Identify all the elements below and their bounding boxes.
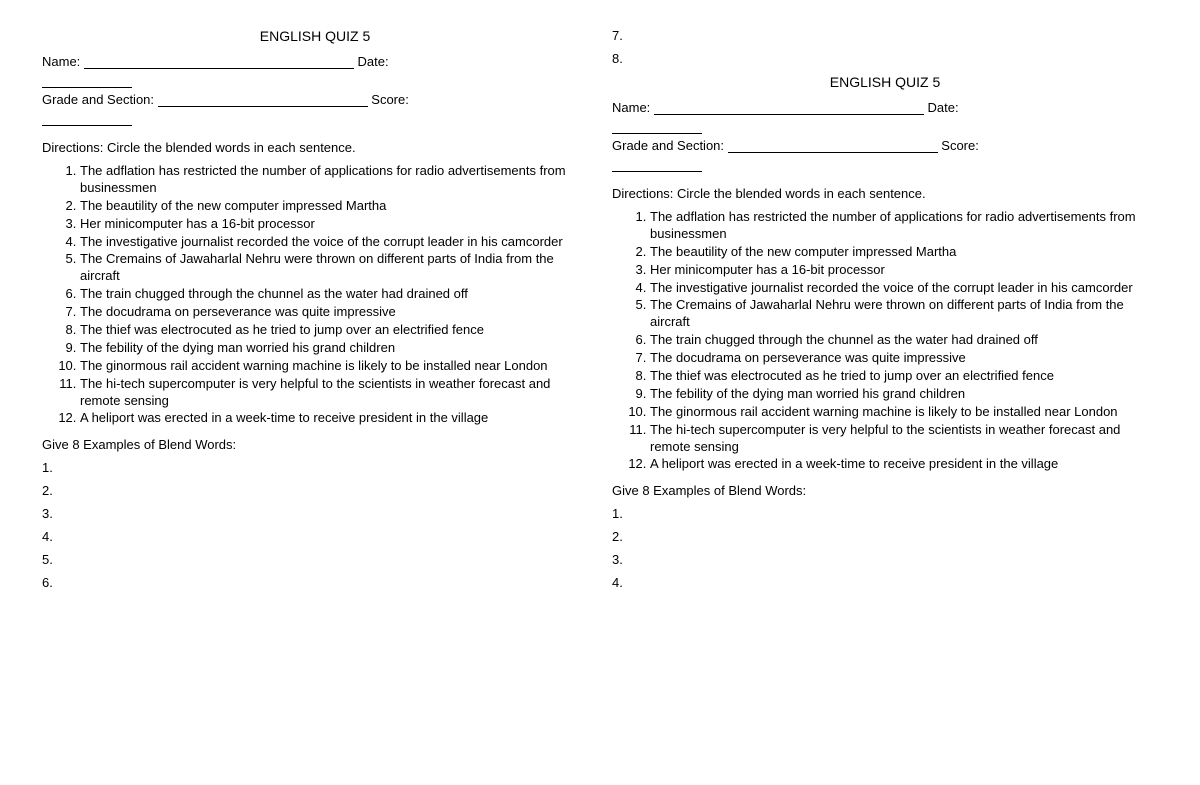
sentence-item: The ginormous rail accident warning mach… bbox=[650, 404, 1158, 421]
sentence-item: Her minicomputer has a 16-bit processor bbox=[650, 262, 1158, 279]
sentence-item: The febility of the dying man worried hi… bbox=[650, 386, 1158, 403]
grade-label: Grade and Section: bbox=[42, 92, 154, 107]
sentence-item: The docudrama on perseverance was quite … bbox=[650, 350, 1158, 367]
examples-heading: Give 8 Examples of Blend Words: bbox=[612, 483, 1158, 498]
sentence-item: The hi-tech supercomputer is very helpfu… bbox=[650, 422, 1158, 456]
name-label: Name: bbox=[612, 100, 650, 115]
grade-label: Grade and Section: bbox=[612, 138, 724, 153]
date-label: Date: bbox=[928, 100, 959, 115]
date-blank[interactable] bbox=[42, 87, 132, 88]
sentence-item: The beautility of the new computer impre… bbox=[650, 244, 1158, 261]
name-blank[interactable] bbox=[84, 68, 354, 69]
sentence-item: The docudrama on perseverance was quite … bbox=[80, 304, 588, 321]
example-blank[interactable]: 4. bbox=[612, 575, 1158, 590]
examples-heading: Give 8 Examples of Blend Words: bbox=[42, 437, 588, 452]
left-column: ENGLISH QUIZ 5 Name: Date: Grade and Sec… bbox=[30, 28, 600, 757]
directions-text: Directions: Circle the blended words in … bbox=[612, 186, 1158, 201]
sentence-item: The train chugged through the chunnel as… bbox=[80, 286, 588, 303]
sentence-list: The adflation has restricted the number … bbox=[650, 209, 1158, 473]
sentence-item: The adflation has restricted the number … bbox=[80, 163, 588, 197]
grade-blank[interactable] bbox=[158, 106, 368, 107]
score-blank[interactable] bbox=[612, 171, 702, 172]
name-line: Name: Date: bbox=[612, 100, 1158, 115]
score-blank-line bbox=[42, 111, 588, 126]
name-line: Name: Date: bbox=[42, 54, 588, 69]
example-continuation[interactable]: 8. bbox=[612, 51, 1158, 66]
sentence-item: The ginormous rail accident warning mach… bbox=[80, 358, 588, 375]
sentence-item: A heliport was erected in a week-time to… bbox=[650, 456, 1158, 473]
sentence-item: The investigative journalist recorded th… bbox=[80, 234, 588, 251]
score-blank[interactable] bbox=[42, 125, 132, 126]
sentence-list: The adflation has restricted the number … bbox=[80, 163, 588, 427]
example-blank[interactable]: 2. bbox=[612, 529, 1158, 544]
sentence-item: The train chugged through the chunnel as… bbox=[650, 332, 1158, 349]
directions-text: Directions: Circle the blended words in … bbox=[42, 140, 588, 155]
sentence-item: The hi-tech supercomputer is very helpfu… bbox=[80, 376, 588, 410]
date-blank-line bbox=[42, 73, 588, 88]
grade-line: Grade and Section: Score: bbox=[42, 92, 588, 107]
quiz-title: ENGLISH QUIZ 5 bbox=[42, 28, 588, 44]
sentence-item: The Cremains of Jawaharlal Nehru were th… bbox=[650, 297, 1158, 331]
date-label: Date: bbox=[358, 54, 389, 69]
sentence-item: The investigative journalist recorded th… bbox=[650, 280, 1158, 297]
sentence-item: The thief was electrocuted as he tried t… bbox=[650, 368, 1158, 385]
example-blank[interactable]: 3. bbox=[42, 506, 588, 521]
date-blank-line bbox=[612, 119, 1158, 134]
example-continuation[interactable]: 7. bbox=[612, 28, 1158, 43]
sentence-item: The beautility of the new computer impre… bbox=[80, 198, 588, 215]
example-blank[interactable]: 1. bbox=[42, 460, 588, 475]
sentence-item: The thief was electrocuted as he tried t… bbox=[80, 322, 588, 339]
grade-line: Grade and Section: Score: bbox=[612, 138, 1158, 153]
sentence-item: The adflation has restricted the number … bbox=[650, 209, 1158, 243]
example-blank[interactable]: 4. bbox=[42, 529, 588, 544]
sentence-item: The Cremains of Jawaharlal Nehru were th… bbox=[80, 251, 588, 285]
quiz-title: ENGLISH QUIZ 5 bbox=[612, 74, 1158, 90]
score-blank-line bbox=[612, 157, 1158, 172]
name-label: Name: bbox=[42, 54, 80, 69]
name-blank[interactable] bbox=[654, 114, 924, 115]
sentence-item: The febility of the dying man worried hi… bbox=[80, 340, 588, 357]
score-label: Score: bbox=[941, 138, 979, 153]
date-blank[interactable] bbox=[612, 133, 702, 134]
sentence-item: Her minicomputer has a 16-bit processor bbox=[80, 216, 588, 233]
right-column: 7. 8. ENGLISH QUIZ 5 Name: Date: Grade a… bbox=[600, 28, 1170, 757]
grade-blank[interactable] bbox=[728, 152, 938, 153]
example-blank[interactable]: 1. bbox=[612, 506, 1158, 521]
example-blank[interactable]: 6. bbox=[42, 575, 588, 590]
example-blank[interactable]: 2. bbox=[42, 483, 588, 498]
example-blank[interactable]: 5. bbox=[42, 552, 588, 567]
example-blank[interactable]: 3. bbox=[612, 552, 1158, 567]
score-label: Score: bbox=[371, 92, 409, 107]
sentence-item: A heliport was erected in a week-time to… bbox=[80, 410, 588, 427]
